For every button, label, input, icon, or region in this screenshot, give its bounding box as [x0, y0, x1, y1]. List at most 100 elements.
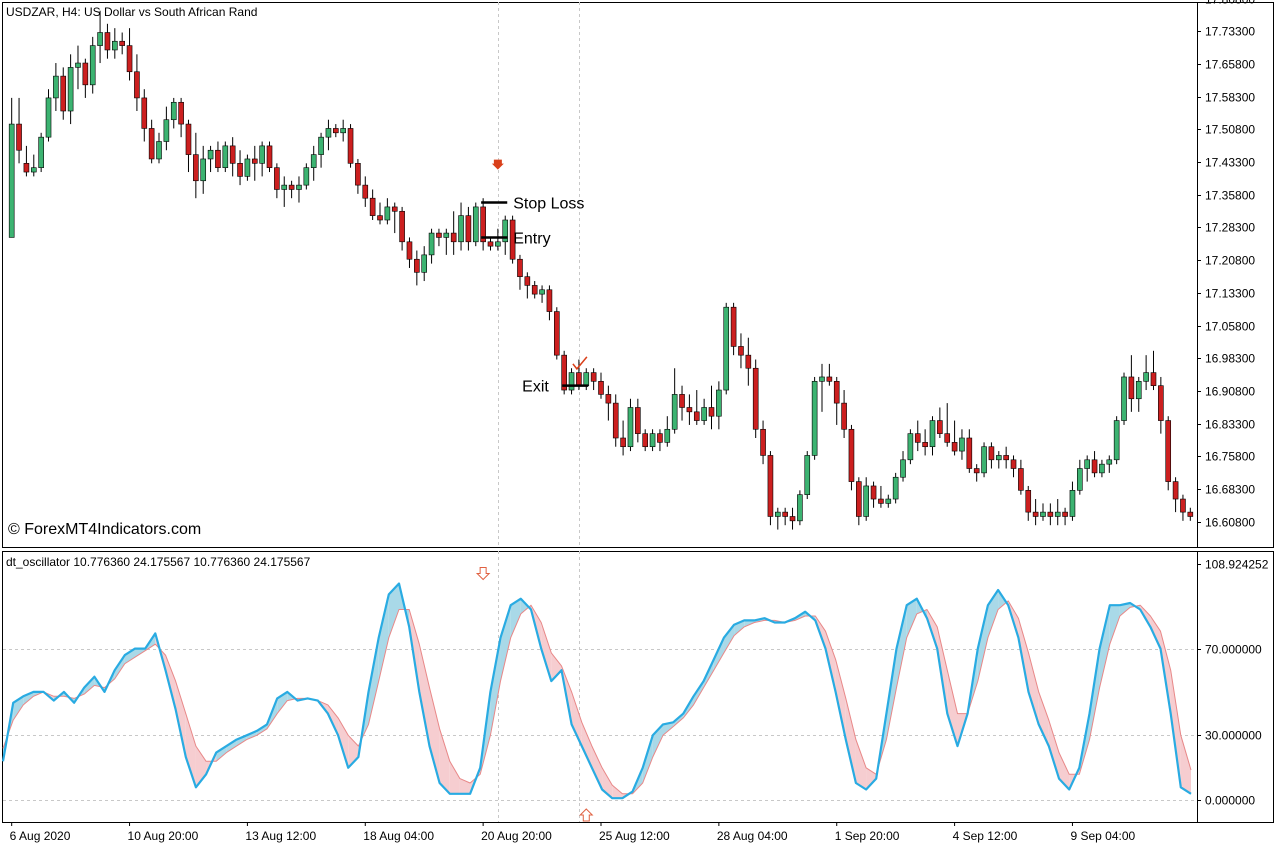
time-tick-label: 4 Sep 12:00 [953, 829, 1018, 843]
time-tick-label: 9 Sep 04:00 [1070, 829, 1135, 843]
oscillator-fill [1028, 652, 1039, 725]
bull-candle [45, 97, 52, 138]
bear-candle [841, 402, 847, 430]
bull-candle [222, 145, 229, 168]
bull-candle [281, 184, 288, 190]
bear-candle [251, 158, 258, 164]
bull-candle [863, 485, 869, 517]
bull-candle [539, 289, 545, 295]
time-tick-label: 1 Sep 20:00 [835, 829, 900, 843]
price-pane [2, 2, 1274, 548]
osc-tick-label: 0.000000 [1205, 794, 1255, 808]
osc-tick-label: 108.924252 [1205, 558, 1269, 572]
bear-candle [60, 75, 67, 112]
bull-candle [649, 433, 656, 448]
oscillator-pane-title: dt_oscillator 10.776360 24.175567 10.776… [6, 555, 311, 569]
bull-candle [701, 407, 707, 421]
bear-candle [377, 215, 383, 221]
down-arrow-icon [475, 567, 491, 581]
oscillator-fill [378, 594, 389, 682]
bear-candle [450, 232, 457, 243]
bear-candle [605, 394, 612, 404]
bear-candle [988, 446, 995, 461]
watermark-text: © ForexMT4Indicators.com [8, 521, 201, 538]
bull-candle [929, 420, 936, 448]
oscillator-fill [175, 681, 186, 757]
oscillator-fill [1170, 670, 1181, 788]
bear-candle [369, 197, 376, 216]
bear-candle [693, 411, 700, 421]
oscillator-fill [84, 676, 95, 695]
oscillator-fill [185, 713, 196, 788]
bear-candle [1047, 511, 1054, 517]
oscillator-fill [896, 605, 907, 688]
bear-candle [1180, 498, 1186, 513]
oscillator-fill [541, 622, 552, 682]
oscillator-fill [622, 791, 633, 799]
slow-signal-line [2, 600, 1192, 795]
bull-candle [495, 241, 501, 247]
bull-candle [981, 446, 987, 474]
price-tick-label: 17.73300 [1205, 25, 1255, 39]
oscillator-fill [947, 670, 958, 747]
oscillator-fill [906, 598, 917, 638]
bear-candle [1025, 490, 1032, 513]
bear-candle [878, 498, 884, 504]
time-tick-label: 28 Aug 04:00 [717, 829, 788, 843]
oscillator-fill [693, 681, 704, 705]
bear-candle [436, 232, 442, 238]
oscillator-fill [652, 724, 663, 757]
oscillator-fill [236, 735, 247, 747]
bear-candle [23, 163, 30, 173]
time-tick-label: 18 Aug 04:00 [363, 829, 434, 843]
bear-candle [914, 433, 921, 443]
oscillator-fill [571, 691, 582, 747]
bull-candle [1069, 490, 1076, 517]
bull-candle [163, 119, 170, 142]
bear-candle [148, 128, 155, 160]
bull-candle [774, 511, 781, 517]
bull-candle [443, 232, 450, 238]
oscillator-fill [663, 722, 674, 736]
bull-candle [819, 376, 825, 382]
oscillator-fill [642, 735, 653, 783]
bear-candle [119, 40, 125, 46]
bear-candle [657, 433, 663, 443]
bear-candle [333, 128, 339, 134]
bull-candle [472, 206, 479, 243]
bull-candle [723, 306, 730, 391]
osc-tick-label: 30.000000 [1205, 729, 1262, 743]
oscillator-fill [1109, 605, 1120, 645]
bull-candle [310, 154, 317, 168]
bear-candle [856, 481, 862, 517]
bull-candle [207, 149, 214, 160]
bear-candle [738, 346, 744, 356]
bear-candle [635, 407, 641, 434]
oscillator-fill [226, 739, 237, 753]
bear-candle [951, 442, 958, 452]
time-tick-label: 25 Aug 12:00 [599, 829, 670, 843]
bear-candle [767, 455, 774, 517]
oscillator-fill [449, 761, 460, 794]
bear-candle [730, 306, 737, 347]
oscillator-fill [338, 717, 349, 768]
check-mark-icon [572, 356, 588, 371]
bear-candle [679, 394, 685, 408]
bear-candle [576, 372, 582, 386]
bear-candle [973, 468, 980, 474]
bear-candle [185, 123, 192, 155]
oscillator-fill [835, 659, 846, 740]
bull-candle [8, 123, 15, 238]
bear-candle [789, 516, 796, 522]
bear-candle [612, 402, 619, 439]
oscillator-fill [429, 687, 440, 783]
bull-candle [53, 75, 59, 99]
bear-candle [752, 367, 759, 430]
bull-candle [907, 433, 914, 461]
bear-candle [480, 206, 486, 243]
bear-candle [399, 210, 405, 243]
bear-candle [966, 437, 973, 469]
bull-candle [97, 32, 103, 46]
up-arrow-icon [579, 808, 594, 822]
